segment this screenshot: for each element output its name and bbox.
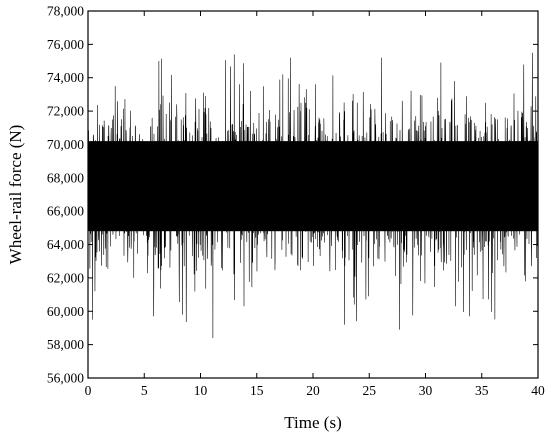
x-tick-label: 30 bbox=[419, 383, 433, 398]
y-tick-label: 66,000 bbox=[47, 204, 84, 219]
x-tick-label: 10 bbox=[194, 383, 208, 398]
y-tick-label: 60,000 bbox=[47, 304, 84, 319]
x-tick-label: 0 bbox=[85, 383, 92, 398]
y-tick-label: 58,000 bbox=[47, 337, 84, 352]
x-tick-label: 20 bbox=[306, 383, 320, 398]
y-tick-label: 56,000 bbox=[47, 371, 84, 386]
y-axis-label: Wheel-rail force (N) bbox=[6, 125, 25, 265]
x-axis-label: Time (s) bbox=[284, 413, 341, 432]
y-tick-label: 64,000 bbox=[47, 237, 84, 252]
y-tick-label: 70,000 bbox=[47, 137, 84, 152]
y-tick-label: 74,000 bbox=[47, 70, 84, 85]
y-tick-label: 62,000 bbox=[47, 270, 84, 285]
x-tick-label: 15 bbox=[250, 383, 264, 398]
y-axis: 56,000 58,000 60,000 62,000 64,000 66,000 68,0… bbox=[47, 4, 538, 386]
signal-series bbox=[88, 52, 538, 338]
x-axis: 0 5 10 15 20 25 30 35 40 bbox=[85, 11, 545, 398]
y-tick-label: 76,000 bbox=[47, 37, 84, 52]
x-tick-label: 5 bbox=[141, 383, 148, 398]
y-tick-label: 68,000 bbox=[47, 170, 84, 185]
y-tick-label: 78,000 bbox=[47, 4, 84, 19]
x-tick-label: 40 bbox=[531, 383, 545, 398]
y-tick-label: 72,000 bbox=[47, 104, 84, 119]
signal-dense-band bbox=[88, 141, 538, 232]
x-tick-label: 25 bbox=[363, 383, 377, 398]
x-tick-label: 35 bbox=[475, 383, 489, 398]
